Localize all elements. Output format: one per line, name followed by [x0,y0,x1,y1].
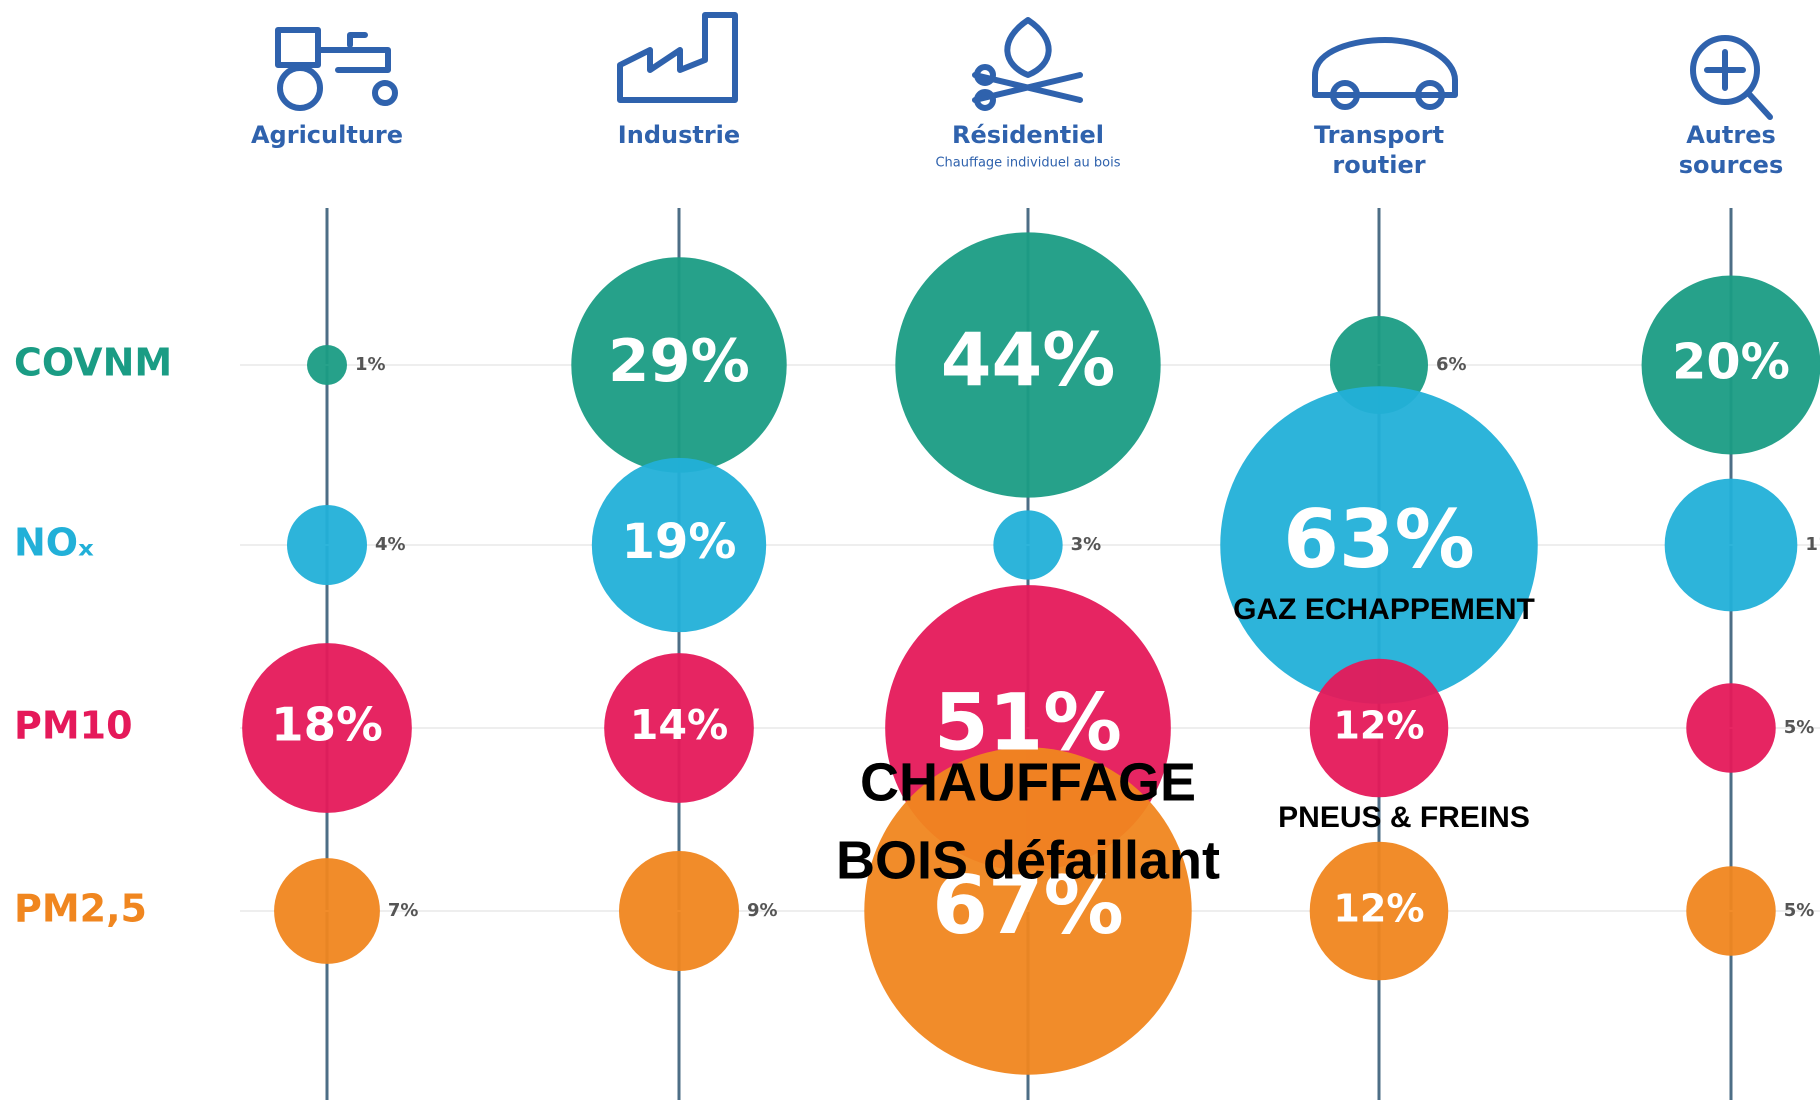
bubble [864,747,1192,1075]
factory-icon [617,12,738,103]
bubble [619,851,739,971]
annotation: GAZ ECHAPPEMENT [1233,593,1535,626]
column-label: Autres [1686,121,1776,149]
bubble-label: 67% [932,859,1123,952]
bubble-label: 19% [622,515,737,570]
bubble [895,232,1161,498]
fire-icon [972,17,1083,111]
bubble-label: 1% [355,354,386,375]
bubble [1641,275,1820,455]
bubble [242,643,412,813]
column-subtitle: Chauffage individuel au bois [935,156,1120,171]
bubble [604,653,754,803]
tractor-icon [275,27,398,111]
bubble-label: 63% [1283,493,1474,586]
bubble [591,457,767,633]
bubble [1664,478,1798,612]
bubble [993,510,1063,580]
bubble-label: 29% [608,326,750,395]
bubble [287,505,367,585]
column-label: Agriculture [251,121,403,149]
annotation: CHAUFFAGE [860,752,1196,812]
row-label: PM2,5 [14,887,147,931]
plus-icon [1690,35,1773,120]
bubble-label: 51% [934,676,1122,768]
bubble-label: 3% [1071,534,1102,555]
annotation: BOIS défaillant [836,830,1220,890]
bubble-label: 7% [388,900,419,921]
bubble-label: 44% [941,318,1116,403]
car-icon [1312,37,1458,110]
bubble [571,257,787,473]
bubble-label: 4% [375,534,406,555]
annotation: PNEUS & FREINS [1278,801,1530,834]
row-label: NOₓ [14,521,94,565]
column-label: Transport [1314,121,1444,149]
bubble-label: 11% [1805,534,1820,555]
bubble-label: 5% [1784,900,1815,921]
bubble-label: 12% [1333,704,1424,748]
bubble-label: 12% [1333,887,1424,931]
bubble [274,858,380,964]
column-label: routier [1332,151,1425,179]
bubble [1309,841,1449,981]
bubble-label: 18% [271,699,383,753]
bubble-label: 9% [747,900,778,921]
column-label: Industrie [618,121,740,149]
icons [275,12,1773,120]
bubble-label: 6% [1436,354,1467,375]
bubble [1309,658,1449,798]
bubble-label: 20% [1672,333,1790,391]
bubble-label: 14% [630,701,728,749]
bubble [1686,683,1776,773]
row-label: PM10 [14,704,133,748]
bubble [1220,386,1538,704]
column-label: sources [1679,151,1783,179]
column-label: Résidentiel [952,121,1104,149]
row-label: COVNM [14,341,172,385]
bubble [1686,866,1776,956]
bubble [307,345,347,385]
bubble-label: 5% [1784,717,1815,738]
